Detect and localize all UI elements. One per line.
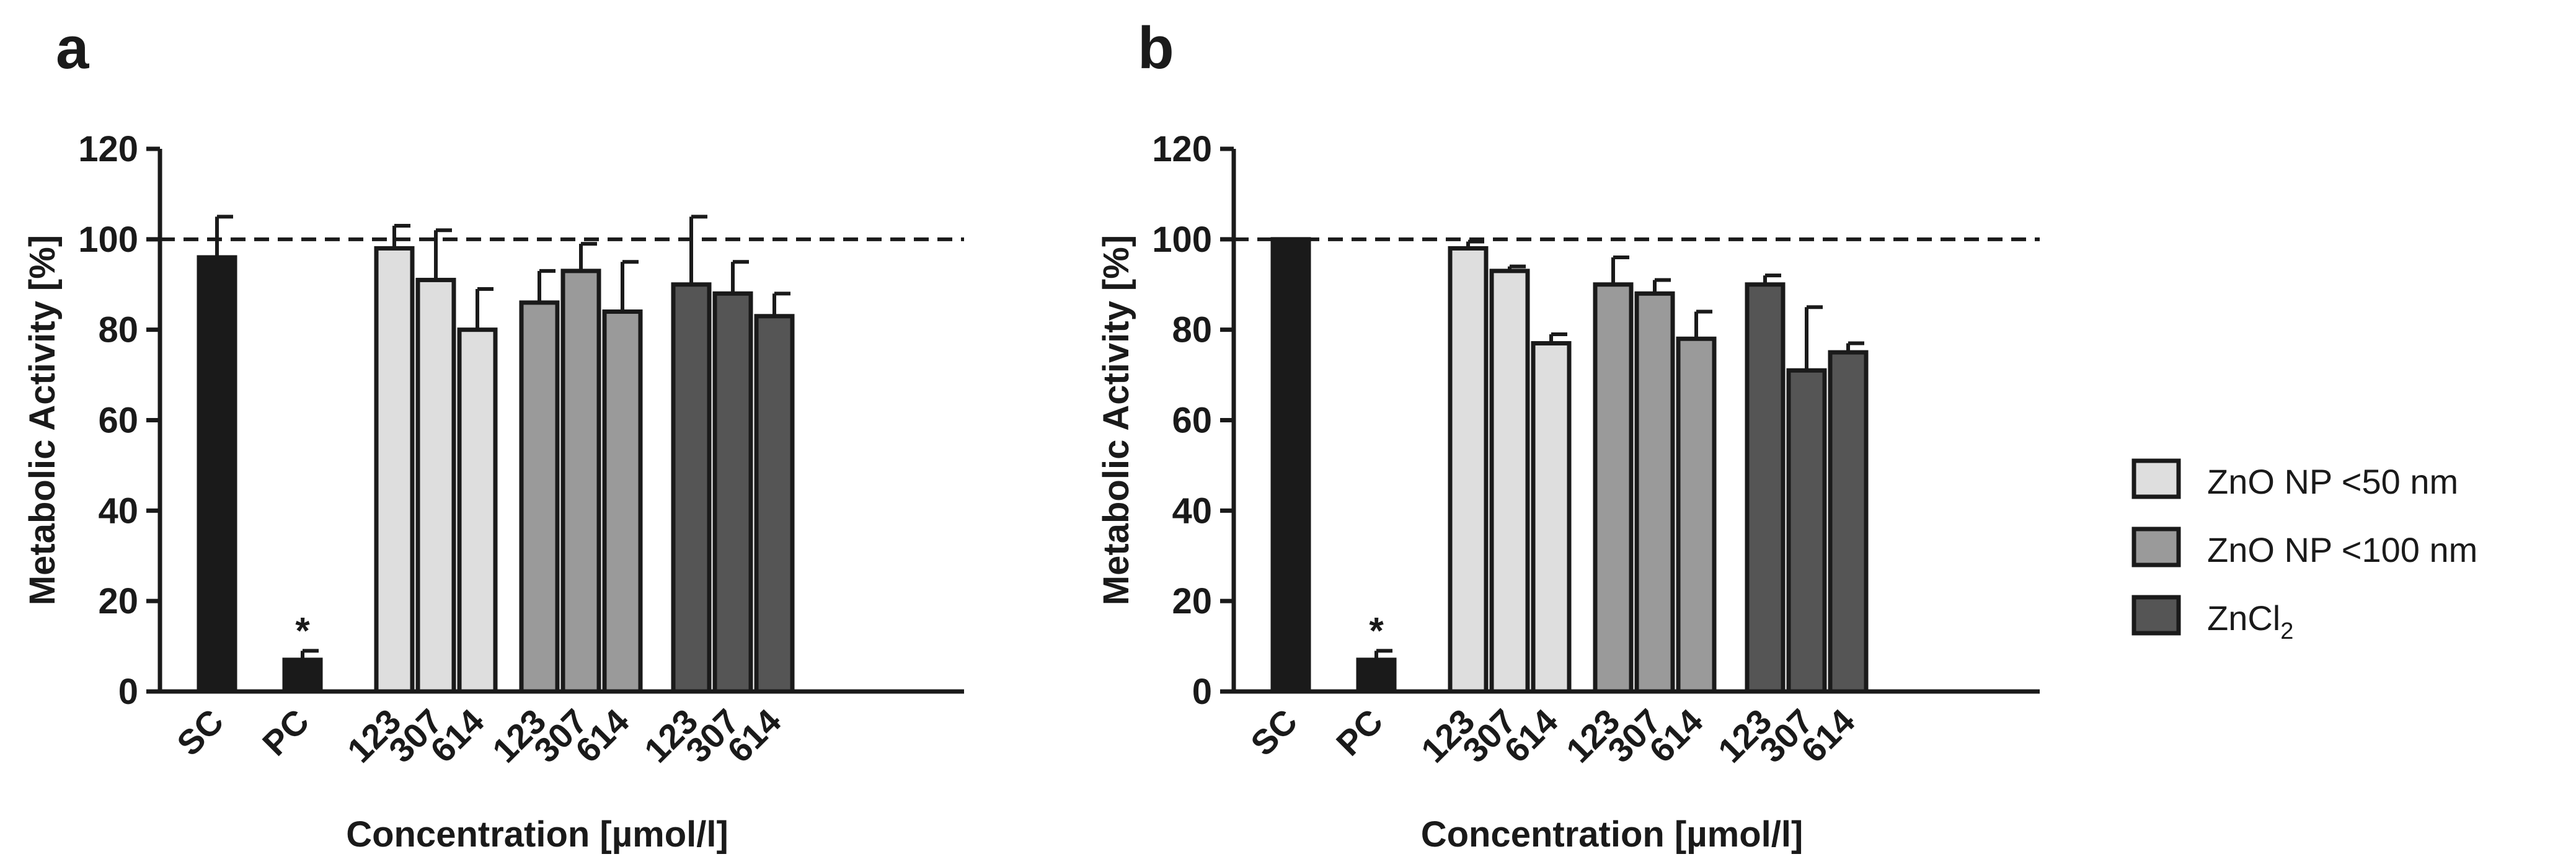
legend-swatch <box>2131 458 2181 499</box>
y-tick-label: 60 <box>98 401 138 441</box>
legend-label: ZnO NP <50 nm <box>2207 462 2458 501</box>
bar-sc-sc <box>197 255 237 694</box>
x-tick-label: SC <box>169 701 231 763</box>
x-tick-label: 614 <box>568 701 637 770</box>
y-tick-label: 40 <box>1172 491 1212 531</box>
legend-swatch <box>2131 595 2181 636</box>
y-tick-label: 120 <box>1152 129 1212 169</box>
x-tick-label: 614 <box>423 701 492 770</box>
y-tick-label: 120 <box>78 129 138 169</box>
bar-zno-np-50-nm-123 <box>1448 246 1489 694</box>
bar-pc-pc <box>1356 657 1397 694</box>
x-tick-label: 614 <box>1497 701 1565 770</box>
bar-zncl2-614 <box>754 314 795 694</box>
y-tick-label: 80 <box>98 310 138 350</box>
bar-zncl2-123 <box>1745 282 1786 694</box>
y-tick-label: 80 <box>1172 310 1212 350</box>
bar-zno-np-100-nm-307 <box>1634 291 1675 694</box>
bar-zno-np-100-nm-614 <box>602 309 643 694</box>
legend-swatch <box>2131 527 2181 567</box>
legend-label-main: ZnCl <box>2207 598 2280 638</box>
y-tick-label: 40 <box>98 491 138 531</box>
x-tick-label: PC <box>255 701 317 763</box>
bar-zno-np-50-nm-614 <box>1531 341 1572 694</box>
x-tick-label: 614 <box>1642 701 1711 770</box>
legend-label: ZnO NP <100 nm <box>2207 530 2477 569</box>
legend-label: ZnCl2 <box>2207 598 2293 644</box>
bar-zncl2-307 <box>1786 368 1827 694</box>
bar-zno-np-50-nm-307 <box>415 277 456 694</box>
bar-zno-np-100-nm-123 <box>1593 282 1634 694</box>
panel-a: a 0 20 40 60 80 100 120 Metabolic Activity [%] SC… <box>22 15 964 855</box>
bar-zncl2-307 <box>712 291 753 694</box>
bar-zno-np-50-nm-307 <box>1489 269 1530 694</box>
bar-zncl2-614 <box>1828 350 1869 694</box>
y-tick-label: 0 <box>1192 672 1212 712</box>
y-tick-label: 60 <box>1172 401 1212 441</box>
panel-b: b 0 20 40 60 80 100 120 Metabolic Activity [%] SC… <box>1096 15 2040 855</box>
legend-label-subscript: 2 <box>2280 618 2293 644</box>
bar-zno-np-100-nm-307 <box>560 269 601 694</box>
y-axis-title: Metabolic Activity [%] <box>22 235 63 605</box>
x-tick-label: SC <box>1243 701 1305 763</box>
bar-zncl2-123 <box>671 282 712 694</box>
x-tick-label: 614 <box>720 701 789 770</box>
y-tick-label: 100 <box>1152 220 1212 260</box>
y-tick-label: 0 <box>118 672 138 712</box>
bar-sc-sc <box>1270 237 1311 694</box>
bar-zno-np-50-nm-123 <box>374 246 415 694</box>
bar-pc-pc <box>282 657 323 694</box>
y-tick-label: 100 <box>78 220 138 260</box>
bar-zno-np-100-nm-614 <box>1676 336 1717 694</box>
legend: ZnO NP <50 nm ZnO NP <100 nm ZnCl2 <box>2131 458 2477 644</box>
panel-label: b <box>1138 15 1174 81</box>
x-axis-title: Concentration [µmol/l] <box>346 814 728 855</box>
bar-zno-np-50-nm-614 <box>457 327 498 694</box>
y-tick-label: 20 <box>98 581 138 621</box>
x-axis-title: Concentration [µmol/l] <box>1421 814 1804 855</box>
y-axis-title: Metabolic Activity [%] <box>1096 235 1136 605</box>
y-tick-label: 20 <box>1172 581 1212 621</box>
bar-zno-np-100-nm-123 <box>519 300 560 694</box>
x-tick-label: PC <box>1329 701 1391 763</box>
panel-label: a <box>56 15 89 81</box>
significance-marker: * <box>1369 610 1384 651</box>
x-tick-label: 614 <box>1794 701 1862 770</box>
significance-marker: * <box>295 610 310 651</box>
